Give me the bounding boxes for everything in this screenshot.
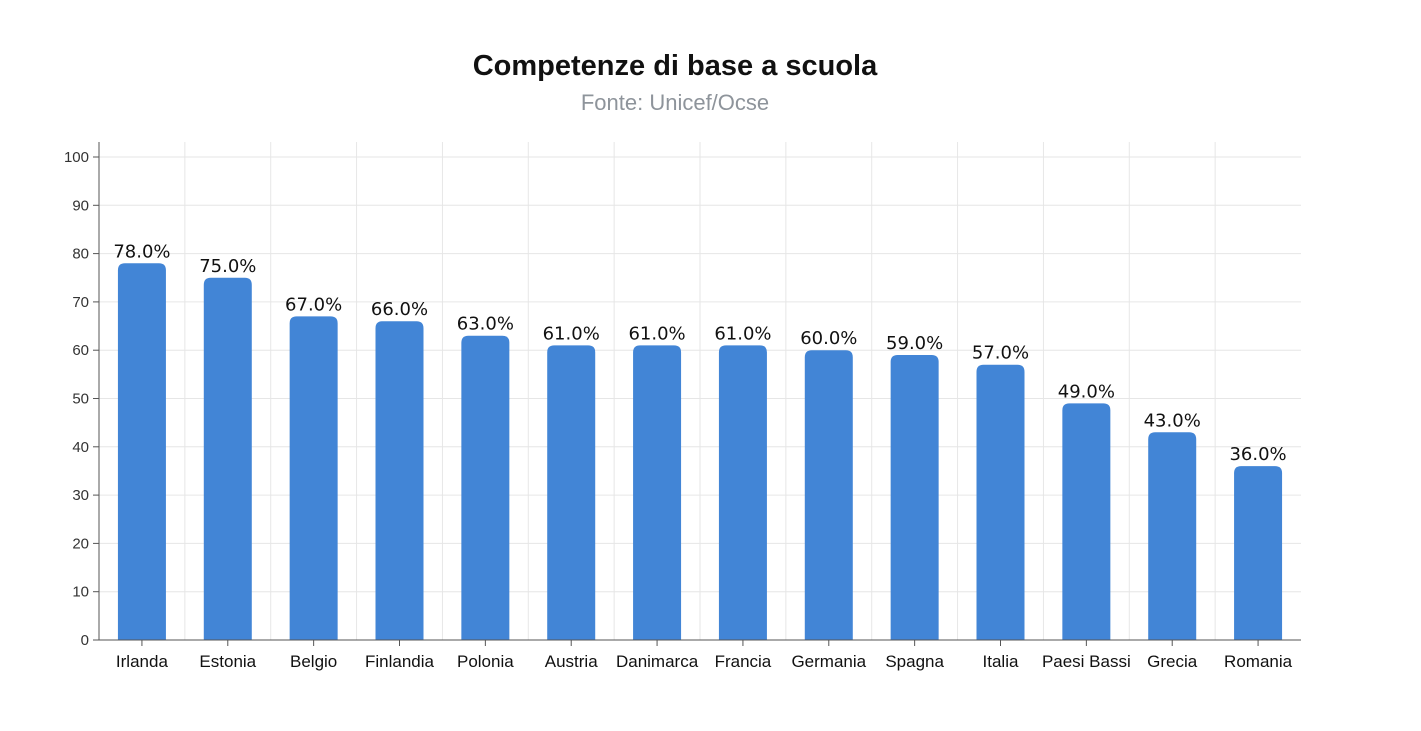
x-tick-label: Irlanda	[116, 652, 169, 671]
bar-irlanda[interactable]	[117, 263, 166, 640]
chart-subtitle: Fonte: Unicef/Ocse	[580, 90, 770, 115]
x-tick-label: Finlandia	[365, 652, 435, 671]
y-tick-label: 0	[81, 632, 89, 649]
x-tick-label: Polonia	[457, 652, 514, 671]
x-tick-label: Germania	[791, 652, 866, 671]
axes	[93, 142, 1301, 646]
bar-estonia[interactable]	[203, 277, 252, 640]
x-tick-label: Paesi Bassi	[1042, 652, 1131, 671]
bar-belgio[interactable]	[289, 316, 338, 640]
y-tick-label: 10	[72, 584, 89, 601]
bar-austria[interactable]	[547, 345, 596, 640]
data-label: 60.0%	[800, 328, 857, 349]
x-tick-label: Spagna	[885, 652, 944, 671]
bars	[117, 263, 1283, 640]
y-tick-label: 50	[72, 391, 89, 408]
bar-danimarca[interactable]	[633, 345, 682, 640]
y-tick-label: 80	[72, 246, 89, 263]
y-tick-label: 100	[64, 149, 89, 166]
chart-title: Competenze di base a scuola	[472, 50, 878, 82]
data-label: 49.0%	[1058, 381, 1115, 402]
x-tick-label: Italia	[983, 652, 1019, 671]
data-label: 67.0%	[285, 294, 342, 315]
bar-polonia[interactable]	[461, 335, 510, 640]
bar-francia[interactable]	[718, 345, 767, 640]
data-label: 61.0%	[628, 323, 685, 344]
bar-paesi-bassi[interactable]	[1062, 403, 1111, 640]
data-label: 61.0%	[714, 323, 771, 344]
data-label: 61.0%	[543, 323, 600, 344]
gridlines	[99, 142, 1301, 640]
data-label: 75.0%	[199, 256, 256, 277]
x-tick-label: Francia	[715, 652, 772, 671]
x-tick-label: Danimarca	[616, 652, 699, 671]
data-label: 59.0%	[886, 333, 943, 354]
bar-romania[interactable]	[1234, 466, 1283, 640]
x-tick-label: Belgio	[290, 652, 337, 671]
x-tick-label: Grecia	[1147, 652, 1198, 671]
x-tick-label: Estonia	[199, 652, 256, 671]
data-label: 36.0%	[1229, 444, 1286, 465]
bar-italia[interactable]	[976, 364, 1025, 640]
x-tick-label: Romania	[1224, 652, 1293, 671]
data-label: 57.0%	[972, 343, 1029, 364]
y-tick-label: 20	[72, 535, 89, 552]
data-label: 63.0%	[457, 314, 514, 335]
y-tick-label: 60	[72, 342, 89, 359]
bar-finlandia[interactable]	[375, 321, 424, 640]
y-tick-label: 70	[72, 294, 89, 311]
bar-grecia[interactable]	[1148, 432, 1197, 640]
data-label: 78.0%	[113, 241, 170, 262]
y-tick-label: 90	[72, 197, 89, 214]
data-label: 66.0%	[371, 299, 428, 320]
bar-spagna[interactable]	[890, 355, 939, 640]
y-tick-label: 40	[72, 439, 89, 456]
bar-germania[interactable]	[804, 350, 853, 640]
labels: 0 10 20 30 40 50 60 70 80 90 100 78.0% Irlanda 75.0% E…	[64, 149, 1293, 671]
y-tick-label: 30	[72, 487, 89, 504]
x-tick-label: Austria	[545, 652, 598, 671]
data-label: 43.0%	[1144, 410, 1201, 431]
